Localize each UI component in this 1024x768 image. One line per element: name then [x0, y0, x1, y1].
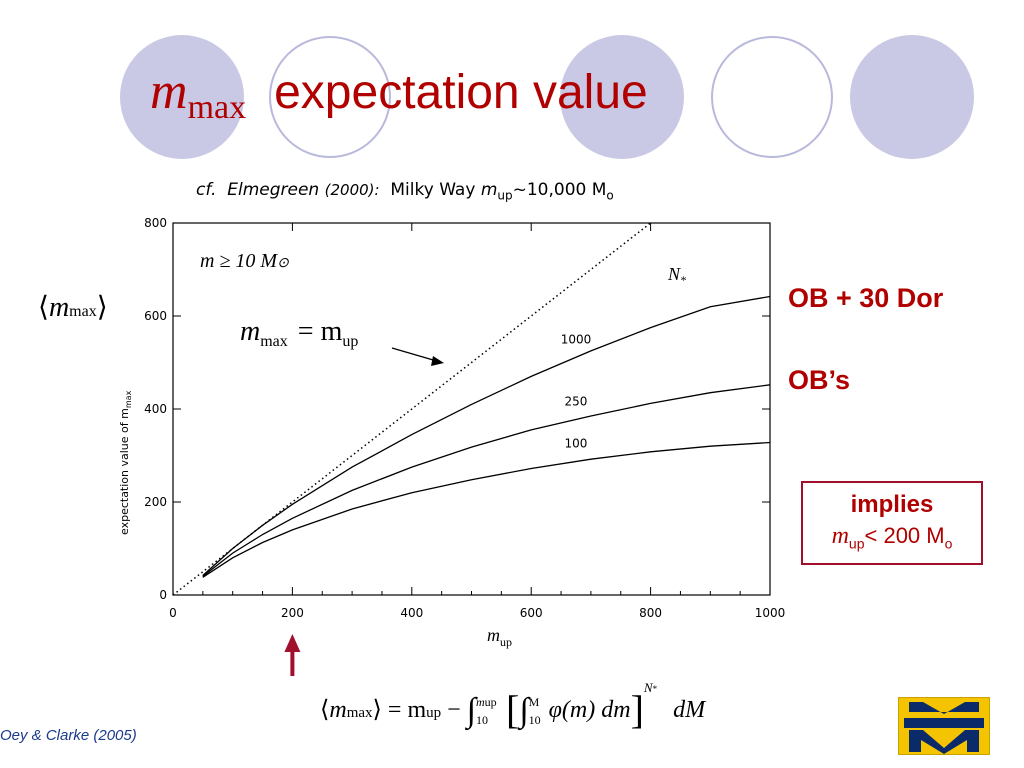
- y-tick-label: 600: [144, 309, 167, 323]
- integral-sign-2: ∫: [519, 692, 529, 729]
- series-line-1: [202, 384, 771, 577]
- y-tick-label: 800: [144, 216, 167, 230]
- label-ob-30dor: OB + 30 Dor: [788, 283, 944, 313]
- x-axis-label: mup: [487, 625, 512, 649]
- x-tick-label: 1000: [755, 606, 786, 620]
- legend-title: N*: [667, 264, 686, 287]
- annotation-arrowhead: [431, 356, 444, 366]
- int2-up: M: [528, 695, 540, 710]
- f-rang: ⟩: [372, 697, 382, 723]
- line-annotation: mmax = mup: [240, 316, 358, 350]
- deco-ring: [711, 36, 833, 158]
- left-angle: ⟨: [38, 292, 49, 323]
- y-tick-label: 200: [144, 495, 167, 509]
- f-m: m: [329, 697, 347, 723]
- series-line-3: [172, 222, 652, 596]
- f-max: max: [346, 705, 373, 721]
- decorative-circles: [120, 35, 974, 159]
- int1-low: 10: [476, 713, 488, 728]
- right-angle: ⟩: [96, 292, 108, 323]
- caption-sym-sub: up: [497, 188, 513, 203]
- y-tick-label: 0: [159, 588, 167, 602]
- f-eq: = m: [387, 697, 427, 723]
- right-bracket: ]: [630, 687, 644, 732]
- x-tick-label: 800: [639, 606, 662, 620]
- caption: cf. Elmegreen (2000): Milky Way mup~10,0…: [196, 180, 614, 202]
- series-label: 1000: [561, 332, 592, 346]
- power: N*: [643, 680, 658, 695]
- caption-sym: m: [480, 180, 498, 200]
- series-line-2: [202, 441, 771, 578]
- x-tick-label: 400: [400, 606, 423, 620]
- condition-label: m ≥ 10 M⊙: [200, 250, 289, 272]
- series-label: 250: [565, 395, 588, 409]
- y-tick-label: 400: [144, 402, 167, 416]
- caption-text: Milky Way: [390, 180, 476, 200]
- y-axis-label: expectation value of mmax: [118, 390, 133, 535]
- x-tick-label: 0: [169, 606, 177, 620]
- box-sym: m: [831, 523, 849, 549]
- marker-arrow-head: [284, 634, 301, 652]
- f-minus: −: [447, 697, 461, 723]
- int2-low: 10: [528, 713, 541, 728]
- annotation-arrow: [391, 347, 441, 363]
- int2-limits: M 10: [529, 693, 549, 729]
- left-bracket: [: [506, 687, 520, 732]
- series-label: 100: [565, 437, 588, 451]
- title-symbol-sub: max: [187, 89, 247, 126]
- int1-limits: mup 10: [476, 693, 500, 729]
- lhs-sub: max: [69, 303, 97, 320]
- label-obs: OB’s: [788, 365, 851, 395]
- box-rest: < 200 M: [864, 523, 945, 548]
- integral-sign: ∫: [466, 692, 476, 729]
- f-lang: ⟨: [320, 697, 330, 723]
- deco-circle: [850, 35, 974, 159]
- y-quantity-label: ⟨mmax⟩: [38, 290, 108, 324]
- formula: ⟨mmax⟩ = mup − ∫ mup 10 [∫ M 10 φ(m) dm]N* dM: [320, 680, 706, 732]
- x-tick-label: 600: [520, 606, 543, 620]
- credit-text: Oey & Clarke (2005): [0, 727, 137, 744]
- title-text: expectation value: [274, 66, 648, 119]
- title-symbol: m: [150, 63, 188, 120]
- box-sun-sub: o: [944, 535, 953, 552]
- caption-year: (2000):: [324, 181, 380, 199]
- implies-label: implies: [850, 491, 934, 518]
- implies-box: implies mup< 200 Mo: [801, 481, 983, 565]
- series-line-0: [202, 295, 771, 576]
- deco-circle: [560, 35, 684, 159]
- caption-sun-sub: o: [606, 188, 614, 203]
- f-dM: dM: [673, 697, 706, 723]
- caption-author: Elmegreen: [227, 180, 320, 200]
- box-sym-sub: up: [848, 535, 865, 552]
- lhs-m: m: [48, 292, 70, 323]
- caption-val: ~10,000 M: [512, 180, 607, 200]
- michigan-logo: [898, 697, 990, 755]
- f-up: up: [426, 705, 442, 721]
- integrand: φ(m) dm: [548, 697, 631, 723]
- slide-title: mmax expectation value: [150, 62, 648, 126]
- deco-ring: [269, 36, 391, 158]
- x-tick-label: 200: [281, 606, 304, 620]
- implies-value: mup< 200 Mo: [803, 523, 981, 551]
- deco-circle: [120, 35, 244, 159]
- int1-up: mup: [476, 695, 497, 710]
- caption-cf: cf.: [196, 180, 217, 200]
- michigan-logo-graphic: [899, 698, 989, 754]
